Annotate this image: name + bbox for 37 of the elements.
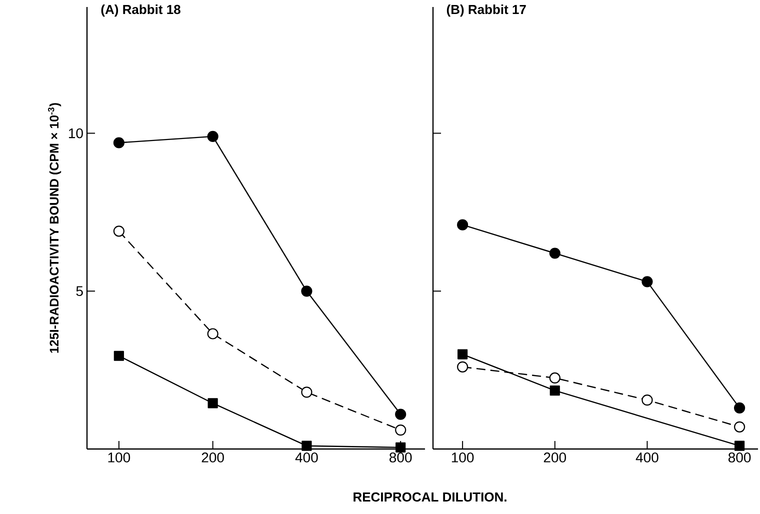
y-axis-title: 125I-RADIOACTIVITY BOUND (CPM × 10$^{-3}$) — [48, 103, 62, 353]
point — [208, 398, 218, 408]
point — [642, 394, 653, 406]
x-tick-label: 800 — [390, 452, 412, 462]
point — [734, 421, 746, 432]
point — [458, 349, 468, 360]
point — [301, 386, 312, 398]
chart-title: (B) Rabbit 17 — [446, 4, 526, 17]
x-tick-label: 200 — [202, 452, 224, 462]
point — [395, 424, 406, 436]
point — [550, 386, 560, 396]
point — [207, 328, 218, 340]
point — [395, 408, 406, 420]
point — [301, 286, 312, 297]
x-tick-label: 800 — [728, 452, 751, 462]
point — [113, 226, 124, 237]
point — [457, 361, 468, 372]
point — [457, 219, 468, 230]
point — [207, 130, 218, 142]
y-tick-label: 10 — [68, 128, 83, 138]
point — [549, 248, 560, 259]
point — [734, 402, 746, 414]
point — [734, 440, 745, 451]
x-tick-label: 400 — [636, 452, 658, 462]
point — [396, 442, 406, 452]
point — [549, 372, 560, 384]
x-tick-label: 400 — [295, 452, 318, 462]
x-axis-title: RECIPROCAL DILUTION. — [354, 492, 506, 502]
point — [302, 440, 312, 451]
point — [113, 137, 124, 148]
x-tick-label: 200 — [544, 452, 566, 462]
y-tick-label: 5 — [76, 286, 83, 296]
x-tick-label: 100 — [452, 452, 474, 462]
point — [642, 276, 653, 288]
chart-title: (A) Rabbit 18 — [101, 4, 180, 17]
x-tick-label: 100 — [108, 452, 130, 462]
point — [114, 350, 124, 361]
